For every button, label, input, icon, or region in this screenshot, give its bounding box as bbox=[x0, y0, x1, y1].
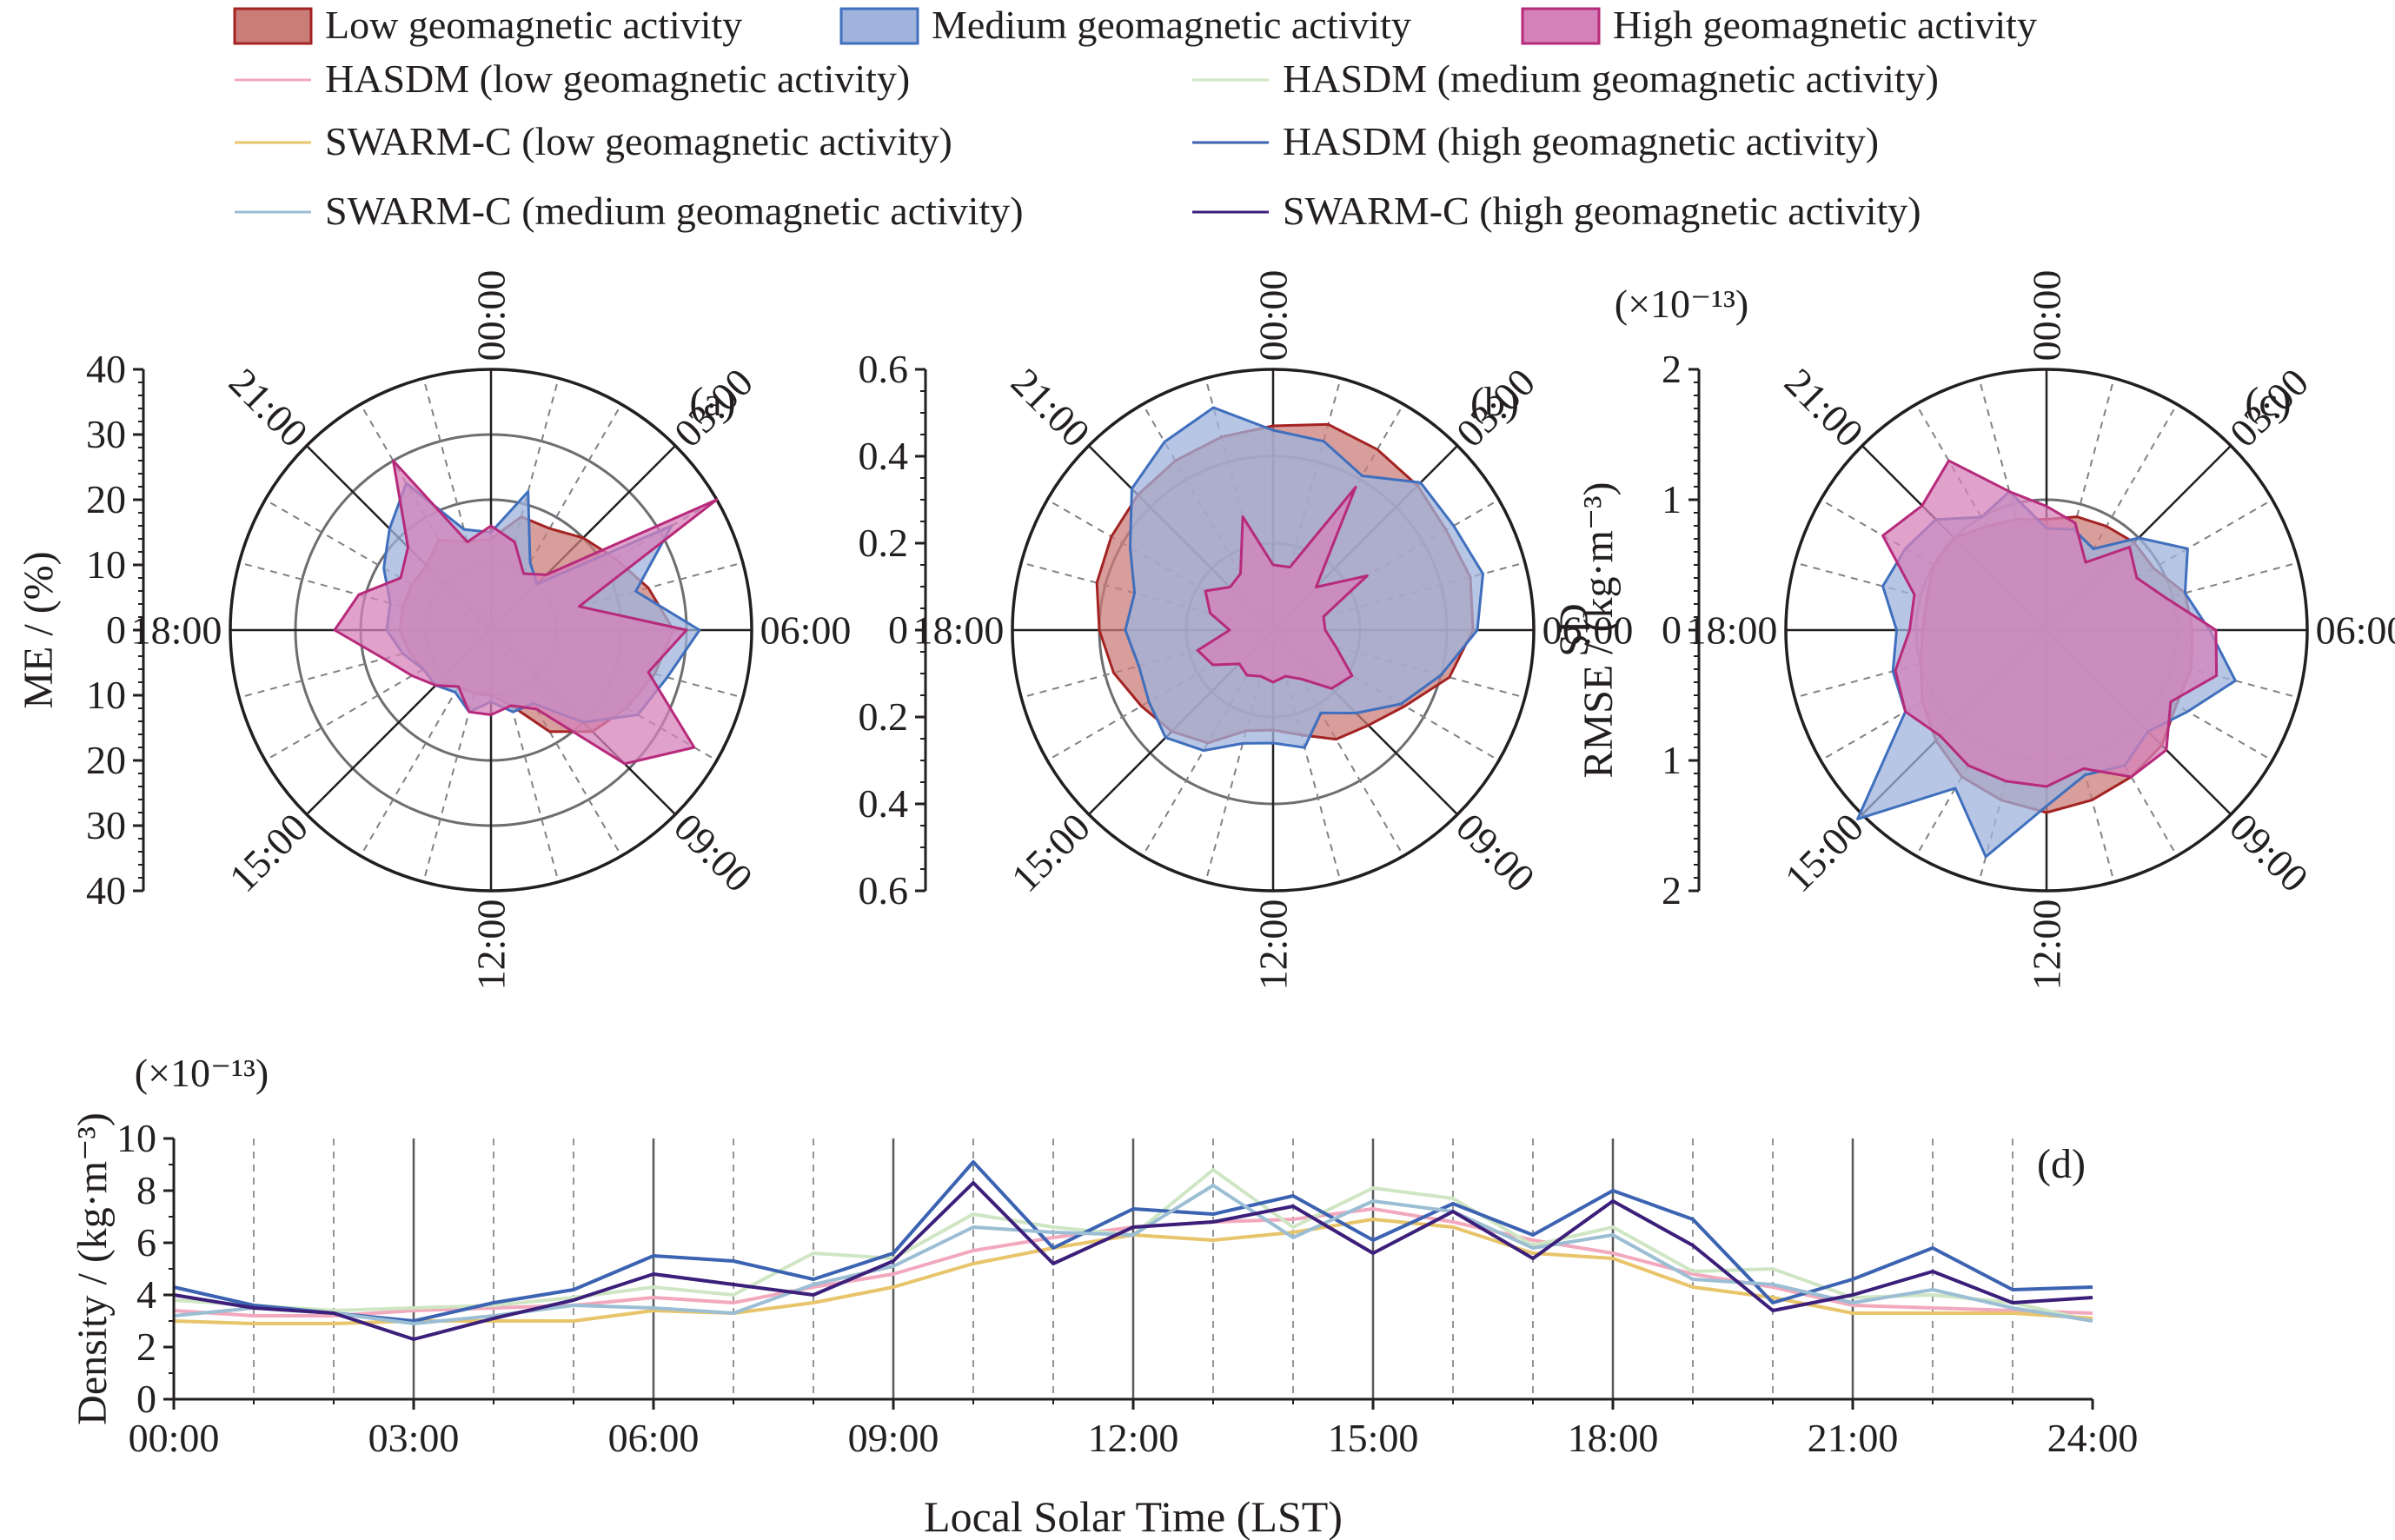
angle-label: 06:00 bbox=[760, 608, 852, 653]
x-tick-label: 06:00 bbox=[608, 1416, 700, 1460]
radial-axis-tick-label: 20 bbox=[86, 477, 126, 521]
y-tick-label: 4 bbox=[136, 1272, 156, 1317]
radial-axis-tick-label: 30 bbox=[86, 803, 126, 847]
scale-label: (×10⁻¹³) bbox=[1615, 282, 1748, 326]
radial-axis-tick-label: 0.2 bbox=[859, 694, 909, 739]
panel-c-rmse-radar: 00:0003:0006:0009:0012:0015:0018:0021:00… bbox=[1576, 270, 2395, 991]
radial-axis-tick-label: 20 bbox=[86, 738, 126, 782]
radar-polygon bbox=[1196, 486, 1369, 690]
angle-label: 18:00 bbox=[131, 608, 222, 653]
angle-label: 21:00 bbox=[1003, 360, 1098, 455]
radar-polygon bbox=[1881, 459, 2219, 788]
y-tick-label: 6 bbox=[136, 1220, 156, 1265]
radial-axis-tick-label: 0.2 bbox=[859, 521, 909, 565]
angle-label: 06:00 bbox=[1542, 608, 1634, 653]
y-tick-label: 2 bbox=[136, 1324, 156, 1369]
radial-axis-tick-label: 0 bbox=[1662, 607, 1682, 652]
radial-axis-tick-label: 1 bbox=[1662, 477, 1682, 521]
radial-axis-tick-label: 10 bbox=[86, 673, 126, 717]
density-series-line bbox=[173, 1160, 2093, 1323]
legend-label-line: HASDM (medium geomagnetic activity) bbox=[1283, 56, 1939, 101]
radial-axis-label: ME / (%) bbox=[16, 551, 62, 708]
radial-axis-tick-label: 10 bbox=[86, 542, 126, 587]
angle-label: 12:00 bbox=[469, 899, 514, 991]
angle-label: 12:00 bbox=[1251, 899, 1296, 991]
panel-label: (d) bbox=[2037, 1141, 2086, 1187]
radial-axis-label: RMSE / (kg·m⁻³) bbox=[1576, 481, 1622, 778]
radial-axis-tick-label: 2 bbox=[1662, 347, 1682, 391]
panel-label: (b) bbox=[1470, 379, 1519, 425]
radial-axis-tick-label: 0.6 bbox=[859, 347, 909, 391]
angle-label: 18:00 bbox=[913, 608, 1005, 653]
angle-label: 12:00 bbox=[2025, 899, 2069, 991]
y-tick-label: 8 bbox=[136, 1168, 156, 1212]
angle-label: 00:00 bbox=[2025, 270, 2069, 362]
angle-label: 00:00 bbox=[469, 270, 514, 362]
x-tick-label: 03:00 bbox=[368, 1416, 460, 1460]
radial-axis-tick-label: 0 bbox=[106, 607, 126, 652]
legend-swatch-area bbox=[233, 7, 313, 45]
outer-ring bbox=[229, 368, 753, 893]
radial-axis-tick-label: 30 bbox=[86, 412, 126, 456]
radial-axis-tick-label: 0.6 bbox=[859, 868, 909, 913]
angle-label: 18:00 bbox=[1687, 608, 1778, 653]
angle-label: 00:00 bbox=[1251, 270, 1296, 362]
legend-label-area: High geomagnetic activity bbox=[1613, 3, 2037, 47]
panel-d-density-line-chart: 0 2 4 6 8 10 00:00 03:00 06:00 09:00 12:00 15:00 18:… bbox=[70, 1051, 2138, 1540]
legend-label-line: SWARM-C (medium geomagnetic activity) bbox=[325, 189, 1024, 233]
radial-axis-tick-label: 0 bbox=[888, 607, 908, 652]
x-tick-label: 15:00 bbox=[1328, 1416, 1419, 1460]
legend-label-area: Low geomagnetic activity bbox=[325, 3, 742, 47]
radial-axis-tick-label: 40 bbox=[86, 347, 126, 391]
radar-polygon bbox=[333, 459, 719, 766]
legend: Low geomagnetic activity Medium geomagnet… bbox=[233, 3, 2037, 233]
x-tick-label: 24:00 bbox=[2047, 1416, 2139, 1460]
radial-axis-label: SD bbox=[1551, 603, 1597, 656]
panel-b-sd-radar: 00:0003:0006:0009:0012:0015:0018:0021:00… bbox=[859, 270, 1634, 991]
radial-axis-tick-label: 0.4 bbox=[859, 434, 909, 478]
panel-label: (c) bbox=[2245, 379, 2291, 425]
x-axis-label: Local Solar Time (LST) bbox=[924, 1492, 1343, 1540]
y-axis-label: Density / (kg·m⁻³) bbox=[70, 1112, 116, 1425]
density-series-line bbox=[173, 1184, 2093, 1325]
x-tick-label: 00:00 bbox=[129, 1416, 220, 1460]
legend-swatch-area bbox=[1521, 7, 1601, 45]
x-tick-label: 12:00 bbox=[1088, 1416, 1179, 1460]
angle-label: 09:00 bbox=[1448, 805, 1543, 900]
x-tick-label: 18:00 bbox=[1568, 1416, 1659, 1460]
x-tick-label: 21:00 bbox=[1808, 1416, 1899, 1460]
radial-axis-tick-label: 2 bbox=[1662, 868, 1682, 913]
angle-label: 21:00 bbox=[221, 360, 316, 455]
legend-label-line: HASDM (low geomagnetic activity) bbox=[325, 56, 910, 101]
panel-a-me-radar: 00:0003:0006:0009:0012:0015:0018:0021:00… bbox=[16, 270, 851, 991]
legend-label-line: SWARM-C (low geomagnetic activity) bbox=[325, 119, 952, 163]
panel-label: (a) bbox=[689, 379, 735, 425]
radial-axis-tick-label: 1 bbox=[1662, 738, 1682, 782]
angle-label: 09:00 bbox=[666, 805, 761, 900]
density-series-line bbox=[173, 1181, 2093, 1341]
legend-label-line: SWARM-C (high geomagnetic activity) bbox=[1283, 189, 1921, 233]
y-tick-label: 10 bbox=[116, 1116, 156, 1160]
outer-ring bbox=[1011, 368, 1536, 893]
x-tick-label: 09:00 bbox=[848, 1416, 939, 1460]
legend-label-area: Medium geomagnetic activity bbox=[932, 3, 1411, 47]
legend-label-line: HASDM (high geomagnetic activity) bbox=[1283, 119, 1879, 163]
angle-label: 21:00 bbox=[1776, 360, 1872, 455]
angle-label: 15:00 bbox=[221, 805, 316, 900]
y-tick-label: 0 bbox=[136, 1377, 156, 1421]
scale-label: (×10⁻¹³) bbox=[135, 1051, 269, 1095]
angle-label: 15:00 bbox=[1003, 805, 1098, 900]
legend-swatch-area bbox=[839, 7, 919, 45]
angle-label: 09:00 bbox=[2221, 805, 2317, 900]
angle-label: 06:00 bbox=[2316, 608, 2395, 653]
radial-axis-tick-label: 0.4 bbox=[859, 781, 909, 826]
radial-axis-tick-label: 40 bbox=[86, 868, 126, 913]
outer-ring bbox=[1784, 368, 2309, 893]
